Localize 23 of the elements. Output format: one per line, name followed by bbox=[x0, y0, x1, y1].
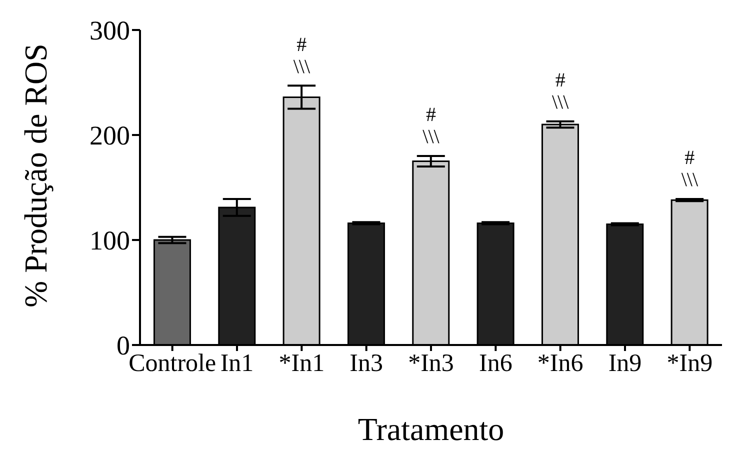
x-tick-label: In1 bbox=[220, 350, 254, 377]
annotation: \\\ bbox=[552, 91, 570, 114]
annotation: # bbox=[684, 147, 695, 170]
x-tick-label: *In3 bbox=[408, 350, 454, 377]
annotation: \\\ bbox=[422, 126, 440, 148]
y-tick-label: 300 bbox=[90, 16, 130, 46]
y-tick-label: 100 bbox=[90, 226, 130, 256]
x-tick-label: *In1 bbox=[278, 350, 325, 377]
x-tick-label: In6 bbox=[479, 350, 512, 377]
y-axis-title: % Produção de ROS bbox=[17, 44, 54, 308]
x-tick-label: In3 bbox=[350, 350, 383, 377]
annotation: \\\ bbox=[293, 56, 310, 78]
y-tick-label: 200 bbox=[90, 120, 130, 151]
annotation: # bbox=[296, 34, 307, 56]
annotation: # bbox=[555, 69, 566, 92]
x-axis-title: Tratamento bbox=[358, 411, 504, 447]
y-tick-label: 0 bbox=[116, 330, 130, 361]
annotation: \\\ bbox=[681, 169, 698, 192]
annotation: # bbox=[426, 104, 436, 126]
x-tick-label: *In6 bbox=[537, 350, 584, 377]
x-tick-label: Controle bbox=[128, 350, 216, 377]
x-tick-label: In9 bbox=[608, 350, 642, 377]
x-tick-label: *In9 bbox=[666, 350, 713, 377]
